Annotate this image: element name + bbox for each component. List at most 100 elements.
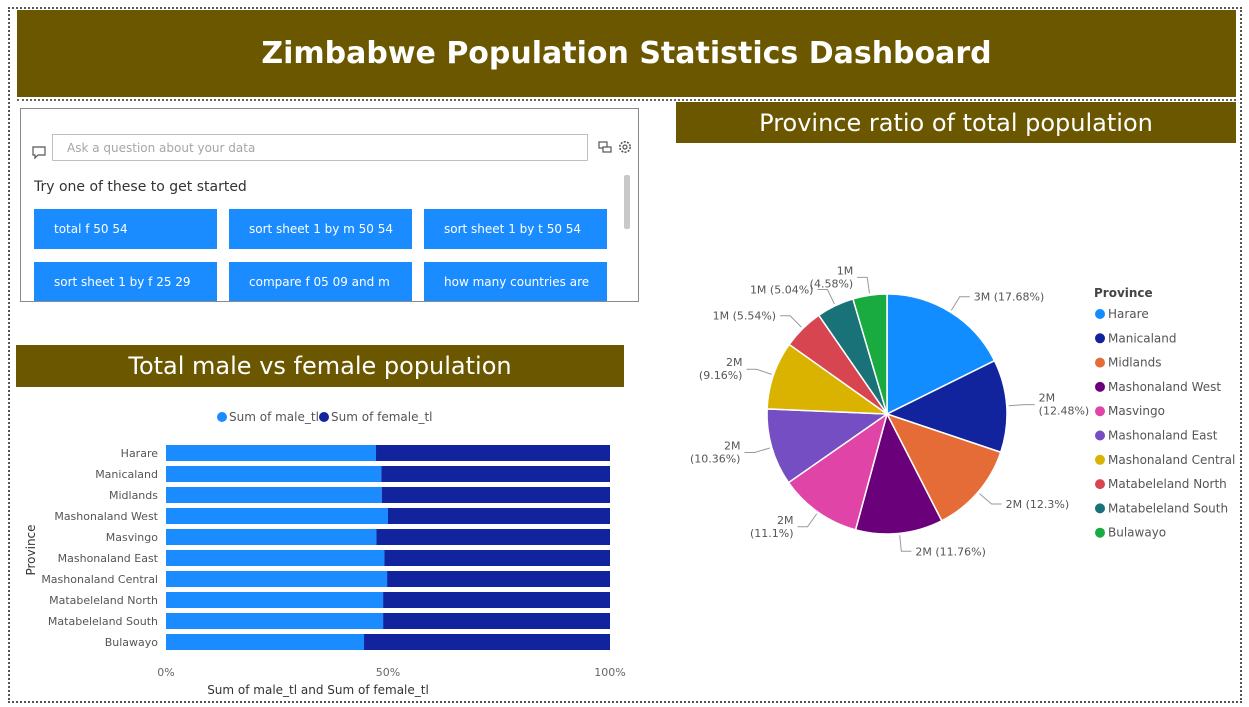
y-tick-label: Manicaland — [95, 468, 158, 481]
x-tick-label: 100% — [594, 666, 625, 679]
qa-scrollbar[interactable] — [624, 175, 630, 229]
bar-female[interactable] — [364, 634, 610, 650]
chat-icon — [32, 146, 46, 160]
legend-marker — [1095, 333, 1105, 344]
pie-leader-line — [979, 493, 1002, 505]
x-tick-label: 0% — [157, 666, 174, 679]
pie-leader-line — [780, 315, 802, 328]
qa-search-input[interactable]: Ask a question about your data — [52, 134, 588, 161]
y-tick-label: Matabeleland South — [48, 615, 158, 628]
x-axis-title: Sum of male_tl and Sum of female_tl — [207, 683, 429, 697]
qa-suggestion-button[interactable]: total f 50 54 — [34, 209, 217, 249]
pie-slice[interactable] — [886, 293, 996, 416]
pie-slice[interactable] — [885, 412, 1002, 522]
bar-male[interactable] — [166, 550, 385, 566]
y-tick-label: Mashonaland West — [54, 510, 158, 523]
pie-chart: 3M (17.68%) 2M (12.48%) 2M (12.3%) 2M (11.76… — [690, 264, 1235, 558]
legend-label: Harare — [1108, 307, 1149, 321]
pie-data-label: 1M (4.58%) — [810, 264, 854, 290]
bar-male[interactable] — [166, 445, 377, 461]
qa-suggestion-button[interactable]: how many countries are — [424, 262, 607, 301]
bar-female[interactable] — [384, 550, 610, 566]
dashboard-title: Zimbabwe Population Statistics Dashboard — [17, 10, 1236, 97]
pie-chart-title: Province ratio of total population — [676, 102, 1236, 143]
bar-female[interactable] — [381, 487, 610, 503]
legend-marker — [1095, 381, 1105, 392]
y-axis-title: Province — [24, 524, 38, 575]
legend-label: Mashonaland Central — [1108, 453, 1235, 467]
pie-data-label: 2M (11.1%) — [750, 514, 794, 540]
pie-data-label: 3M (17.68%) — [974, 291, 1045, 304]
bar-female[interactable] — [381, 466, 610, 482]
y-tick-label: Harare — [121, 447, 159, 460]
bar-male[interactable] — [166, 571, 388, 587]
pie-data-label: 1M (5.54%) — [713, 310, 777, 323]
bar-male[interactable] — [166, 613, 384, 629]
qa-suggestion-button[interactable]: sort sheet 1 by m 50 54 — [229, 209, 412, 249]
pie-data-label: 1M (5.04%) — [750, 284, 814, 297]
bar-male[interactable] — [166, 487, 382, 503]
pie-leader-line — [857, 276, 871, 294]
x-tick-label: 50% — [376, 666, 400, 679]
y-tick-label: Midlands — [109, 489, 158, 502]
legend-marker — [1095, 479, 1105, 490]
pie-leader-line — [744, 447, 770, 454]
divider — [17, 99, 1236, 101]
pie-leader-line — [950, 296, 970, 311]
legend-title: Province — [1094, 286, 1153, 300]
qa-hint: Try one of these to get started — [34, 179, 247, 195]
pie-slice[interactable] — [766, 408, 890, 484]
pie-slice[interactable] — [852, 293, 888, 415]
legend-marker-male — [217, 412, 227, 422]
pie-data-label: 2M (9.16%) — [699, 356, 743, 382]
legend-marker-female — [319, 412, 329, 422]
pie-slice[interactable] — [787, 412, 889, 531]
legend-label: Masvingo — [1108, 404, 1165, 418]
bar-female[interactable] — [383, 592, 610, 608]
pie-data-label: 2M (10.36%) — [690, 440, 741, 466]
y-tick-label: Masvingo — [106, 531, 158, 544]
legend-marker — [1095, 454, 1105, 465]
dashboard-frame — [8, 7, 1242, 703]
y-tick-label: Matabeleland North — [49, 594, 158, 607]
qa-suggestion-button[interactable]: compare f 05 09 and m — [229, 262, 412, 301]
legend-marker — [1095, 357, 1105, 368]
pie-slice[interactable] — [885, 359, 1008, 454]
bar-female[interactable] — [376, 529, 610, 545]
y-tick-label: Mashonaland Central — [41, 573, 158, 586]
bar-chart-title: Total male vs female population — [16, 345, 624, 387]
bar-male[interactable] — [166, 592, 384, 608]
bar-female[interactable] — [376, 445, 610, 461]
legend-label: Matabeleland North — [1108, 477, 1227, 491]
bar-female[interactable] — [387, 571, 610, 587]
bar-male[interactable] — [166, 466, 382, 482]
pie-data-label: 2M (12.3%) — [1006, 498, 1070, 511]
legend-marker — [1095, 406, 1105, 417]
bar-male[interactable] — [166, 508, 388, 524]
y-tick-label: Mashonaland East — [58, 552, 159, 565]
legend-label-female: Sum of female_tl — [331, 410, 433, 424]
related-icon[interactable] — [597, 139, 613, 155]
bar-male[interactable] — [166, 634, 365, 650]
bar-chart: Sum of male_tl Sum of female_tl Harare Mani… — [24, 410, 626, 697]
qa-suggestion-button[interactable]: sort sheet 1 by f 25 29 — [34, 262, 217, 301]
bar-male[interactable] — [166, 529, 377, 545]
pie-slice[interactable] — [854, 411, 943, 535]
pie-leader-line — [1008, 404, 1035, 407]
pie-leader-line — [797, 513, 818, 528]
legend-label: Bulawayo — [1108, 526, 1166, 540]
legend-marker — [1095, 430, 1105, 441]
legend-marker — [1095, 309, 1105, 319]
bar-female[interactable] — [388, 508, 610, 524]
gear-icon[interactable] — [617, 139, 633, 155]
qa-suggestion-button[interactable]: sort sheet 1 by t 50 54 — [424, 209, 607, 249]
qa-visual: Ask a question about your data Try one o… — [20, 108, 639, 302]
legend-label: Midlands — [1108, 356, 1161, 370]
bar-female[interactable] — [383, 613, 610, 629]
legend-marker — [1095, 503, 1105, 514]
legend-label-male: Sum of male_tl — [229, 410, 319, 424]
legend-label: Mashonaland East — [1108, 429, 1218, 443]
pie-data-label: 2M (11.76%) — [915, 545, 986, 558]
legend-label: Matabeleland South — [1108, 501, 1228, 515]
legend-label: Manicaland — [1108, 331, 1177, 345]
